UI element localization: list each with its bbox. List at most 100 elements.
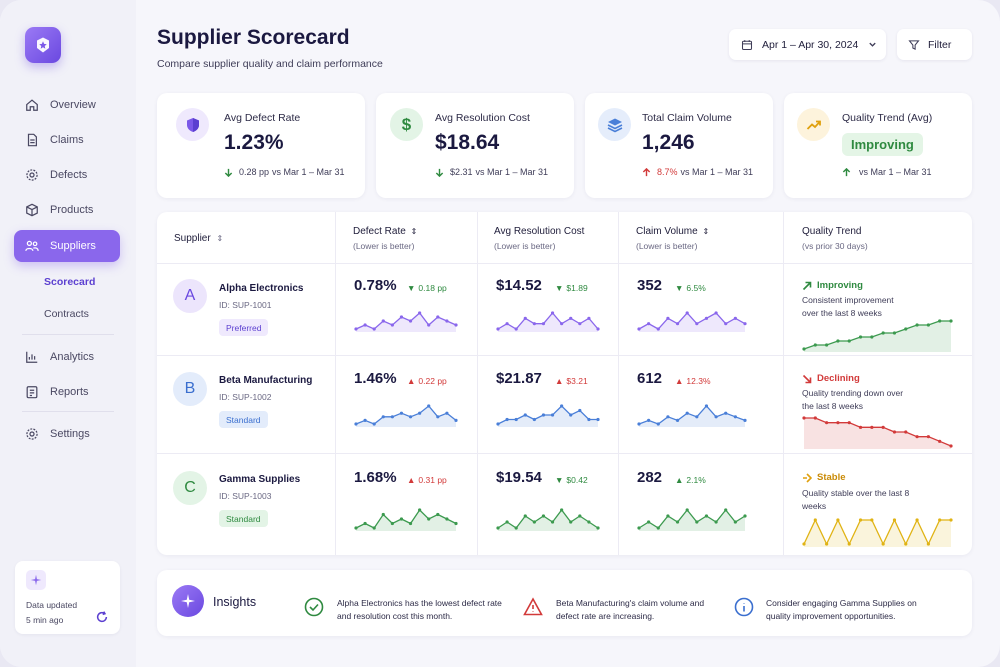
sparkline-point (550, 520, 555, 524)
refresh-icon[interactable] (95, 610, 109, 624)
sparkline-point (587, 417, 591, 422)
column-header-claim-volume[interactable]: Claim Volume ⇕ (Lower is better) (636, 226, 709, 251)
sidebar-item-reports[interactable]: Reports (14, 376, 120, 408)
sparkline-point (656, 422, 660, 426)
sparkline-point (938, 518, 942, 522)
sidebar-item-label: Defects (50, 169, 88, 181)
sparkline-claim-volume (637, 311, 747, 332)
row-divider (157, 355, 972, 356)
column-header-quality-trend[interactable]: Quality Trend (vs prior 30 days) (802, 226, 868, 251)
sparkline-point (505, 520, 509, 524)
sidebar-item-defects[interactable]: Defects (14, 159, 120, 191)
date-range-picker[interactable]: Apr 1 – Apr 30, 2024 (729, 29, 886, 60)
sidebar-item-claims[interactable]: Claims (14, 124, 120, 156)
sidebar-item-suppliers[interactable]: Suppliers (14, 230, 120, 262)
trend-up-icon (797, 108, 830, 141)
warning-icon (523, 597, 543, 616)
app-logo[interactable] (25, 27, 61, 63)
supplier-id: ID: SUP-1003 (219, 491, 272, 501)
sparkline-line (803, 320, 951, 350)
sidebar-item-overview[interactable]: Overview (14, 89, 120, 121)
sparkline-point (372, 422, 376, 426)
sparkline-point (560, 508, 564, 512)
column-header-note: (Lower is better) (636, 241, 698, 251)
insights-title: Insights (213, 595, 257, 609)
defect-rate-value: 1.68% (354, 469, 397, 486)
sidebar-item-settings[interactable]: Settings (14, 418, 120, 450)
defect-rate-delta: ▼ 0.18 pp (407, 283, 447, 293)
sparkline-point (436, 315, 440, 319)
sidebar-subitem-contracts[interactable]: Contracts (44, 308, 89, 320)
sidebar-divider (22, 334, 114, 335)
sparkline-point (825, 421, 829, 425)
sparkline-line (355, 508, 457, 529)
data-updated-text: Data updated 5 min ago (26, 598, 77, 628)
sparkline-point (578, 322, 582, 326)
sidebar-item-label: Settings (50, 428, 90, 440)
sidebar-item-products[interactable]: Products (14, 194, 120, 226)
sparkline-point (381, 319, 385, 323)
kpi-card-claim-volume: Total Claim Volume 1,246 8.7% vs Mar 1 –… (585, 93, 773, 198)
sidebar-subitem-scorecard[interactable]: Scorecard (44, 276, 96, 288)
home-icon (26, 99, 38, 111)
sparkline-quality-trend (802, 416, 953, 449)
sparkline-point (904, 430, 908, 434)
users-icon (25, 240, 39, 251)
sparkline-point (647, 418, 651, 422)
sparkline-area (804, 321, 951, 352)
sparkline-point (802, 347, 806, 351)
column-divider (477, 212, 478, 555)
sparkline-point (647, 322, 651, 326)
sparkline-point (390, 415, 394, 419)
sparkline-point (578, 514, 582, 518)
sidebar-item-label: Reports (50, 386, 89, 398)
sparkline-line (497, 311, 599, 330)
column-header-supplier[interactable]: Supplier ⇕ (174, 233, 223, 244)
arrow-up-icon (842, 167, 851, 176)
trend-up-arrow-icon (802, 281, 812, 290)
sparkline-point (454, 521, 458, 526)
supplier-name[interactable]: Beta Manufacturing (219, 375, 313, 386)
sidebar-item-label: Products (50, 204, 94, 216)
info-icon (734, 597, 754, 617)
sparkline-point (569, 413, 573, 417)
sparkline-defect-rate (354, 311, 458, 332)
sparkline-point (496, 526, 500, 530)
sparkline-point (523, 514, 527, 518)
kpi-label: Quality Trend (Avg) (842, 112, 933, 124)
kpi-compare: vs Mar 1 – Mar 31 (680, 167, 754, 177)
supplier-name[interactable]: Gamma Supplies (219, 474, 301, 485)
sparkline-point (372, 526, 376, 530)
sparkline-point (870, 518, 874, 522)
sparkline-point (445, 517, 449, 521)
filter-icon (908, 39, 920, 50)
defect-rate-value: 0.78% (354, 277, 397, 294)
sort-icon: ⇕ (702, 227, 710, 236)
column-header-defect-rate[interactable]: Defect Rate ⇕ (Lower is better) (353, 226, 417, 251)
kpi-delta: 0.28 pp (239, 167, 270, 177)
supplier-name[interactable]: Alpha Electronics (219, 283, 304, 294)
triangle-up-icon: ▲ (407, 376, 416, 386)
sparkline-resolution-cost (496, 508, 600, 531)
sidebar-item-analytics[interactable]: Analytics (14, 341, 120, 373)
sparkline-point (399, 315, 404, 319)
sparkline-point (892, 518, 897, 522)
sidebar: Overview Claims Defects Products Supplie… (0, 0, 136, 667)
kpi-label: Total Claim Volume (642, 112, 732, 124)
sparkline-resolution-cost (496, 311, 600, 332)
sort-icon: ⇕ (216, 234, 224, 243)
kpi-compare: vs Mar 1 – Mar 31 (272, 167, 345, 177)
sparkline-point (802, 416, 806, 420)
report-icon (26, 386, 38, 399)
triangle-down-icon: ▼ (555, 283, 564, 293)
sparkline-point (938, 319, 942, 323)
kpi-compare: vs Mar 1 – Mar 31 (475, 167, 549, 177)
sparkline-point (915, 323, 919, 327)
insight-text: Beta Manufacturing's claim volume and de… (556, 598, 705, 621)
sparkline-point (550, 413, 555, 417)
column-header-resolution-cost[interactable]: Avg Resolution Cost (Lower is better) (494, 226, 584, 251)
sparkline-point (733, 520, 737, 524)
trend-status: Stable (802, 472, 846, 483)
sidebar-item-label: Suppliers (50, 240, 96, 252)
filter-button[interactable]: Filter (897, 29, 972, 60)
